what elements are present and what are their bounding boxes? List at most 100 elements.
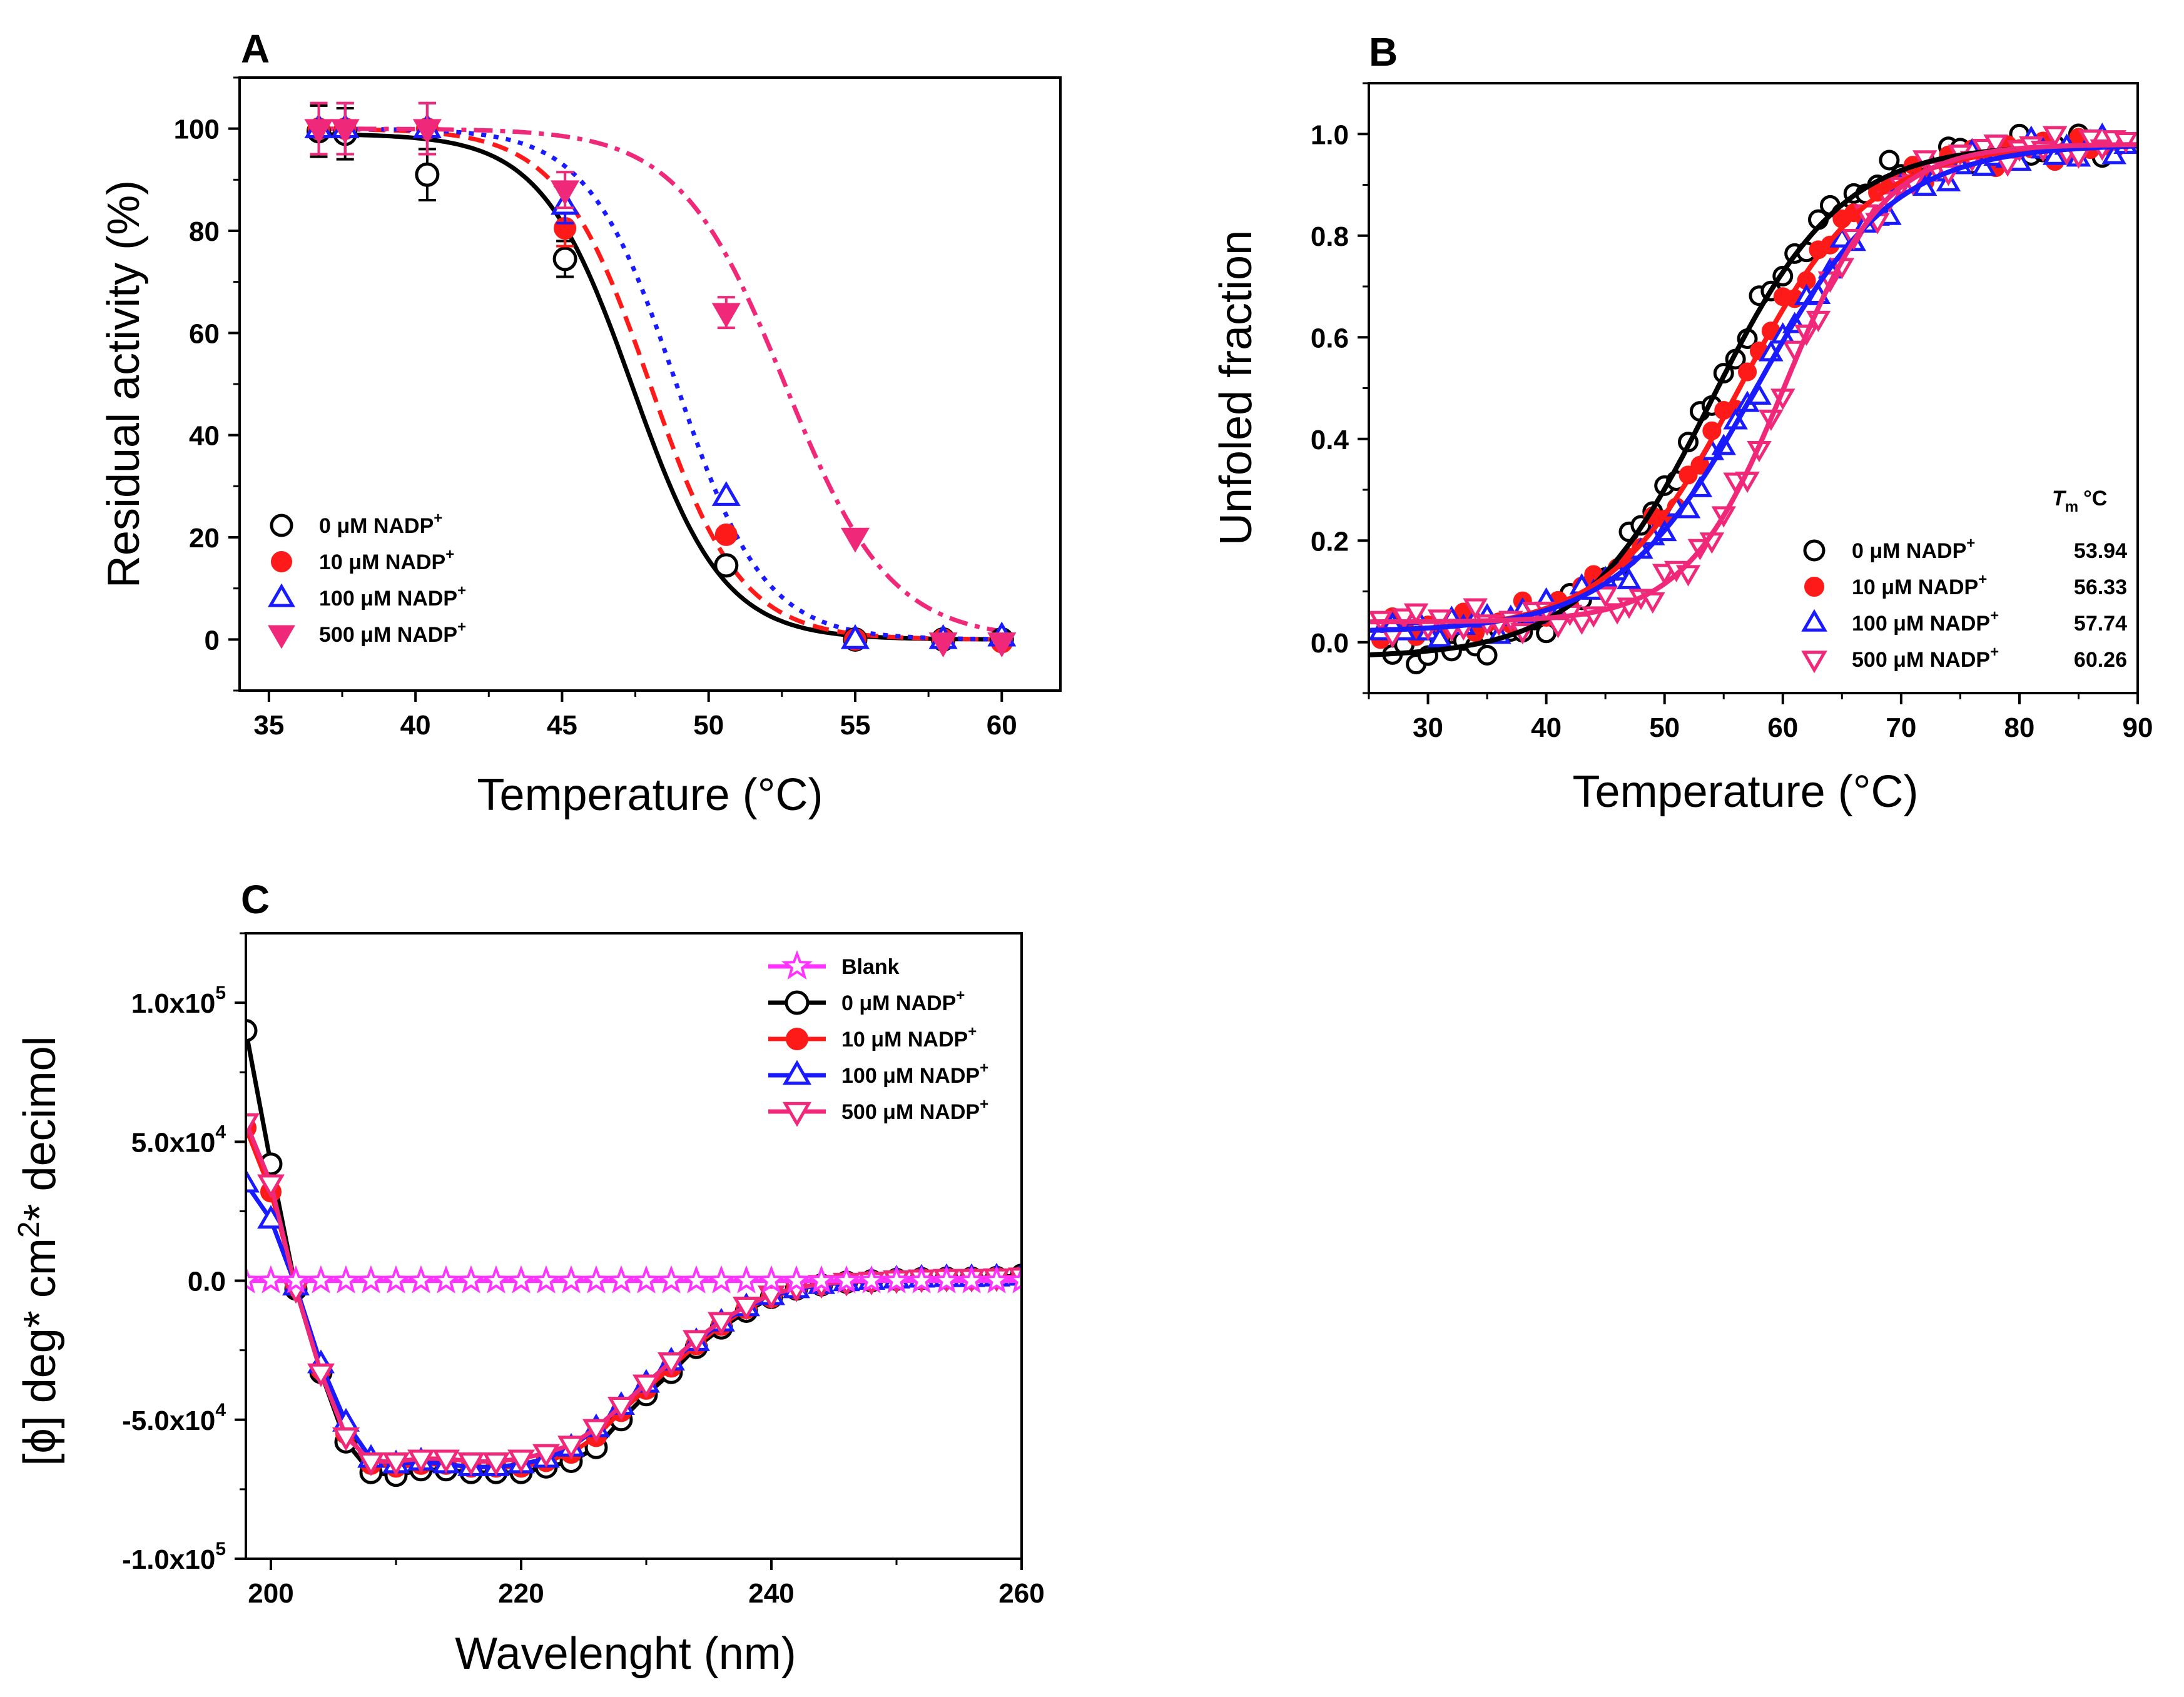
panel-c-series-line-3 (246, 1182, 1022, 1469)
panel-b-fit-curve-3 (1369, 142, 2138, 625)
panel-a-legend-label: 100 μM NADP+ (319, 582, 466, 610)
panel-c-data-point (431, 1265, 461, 1294)
panel-c-data-point (656, 1265, 686, 1294)
panel-c-data-point (257, 1205, 285, 1229)
panel-b-data-point (2113, 131, 2138, 154)
panel-b-data-point (1463, 598, 1488, 620)
panel-b-y-tick-label: 0.4 (1311, 425, 1349, 455)
panel-b-legend-label: 10 μM NADP+ (1852, 571, 1987, 599)
panel-c-x-axis-title: Wavelenght (nm) (455, 1629, 796, 1679)
panel-c-y-tick-exponent: 4 (215, 1122, 226, 1142)
panel-c-data-point (246, 1265, 261, 1294)
panel-b-fit-curve-1 (1369, 143, 2138, 633)
panel-c-data-point (481, 1265, 511, 1294)
panel-letter-c: C (241, 877, 270, 922)
panel-c: C 200 220 240 260-1.0x105-5.0x1040.05.0x104… (13, 877, 1045, 1679)
panel-a-y-axis-title: Residual activity (%) (99, 180, 149, 588)
panel-a-data-point (987, 632, 1017, 657)
panel-b-data-point (1593, 586, 1618, 608)
panel-c-data-point (582, 1419, 610, 1443)
panel-c-data-point (356, 1265, 386, 1294)
panel-c-y-tick-exponent: 4 (215, 1400, 226, 1421)
panel-a-data-point (840, 527, 870, 553)
panel-c-data-point (382, 1452, 410, 1476)
panel-b-plot-area (1369, 122, 2138, 675)
panel-a-legend-marker (268, 583, 295, 607)
panel-c-legend-label-text: 500 μM NADP (841, 1100, 980, 1124)
panel-c-data-point (306, 1265, 336, 1294)
panel-b-data-point (1391, 608, 1417, 630)
panel-b-legend-label: 500 μM NADP+ (1852, 644, 1999, 672)
panel-b: B 30 40 50 60 70 80 90 0.0 0.2 0.4 0.6 0.8 1.0 Tempe… (1211, 29, 2153, 817)
panel-c-data-point (532, 1444, 560, 1468)
panel-a-legend: 0 μM NADP+ 10 μM NADP+ 100 μM NADP+ 500 μM … (268, 510, 466, 649)
panel-b-legend-label-superscript: + (1978, 571, 1987, 588)
panel-c-legend-marker (782, 1060, 812, 1085)
panel-b-y-tick-label: 0.8 (1311, 221, 1349, 252)
panel-b-data-point (1983, 134, 2008, 156)
panel-a-legend-label-text: 100 μM NADP (319, 587, 457, 610)
panel-c-data-point (731, 1265, 761, 1294)
panel-b-legend-label: 100 μM NADP+ (1852, 607, 1999, 636)
panel-c-data-point (1007, 1265, 1022, 1294)
panel-b-data-point (1427, 626, 1453, 647)
panel-b-x-tick-label: 90 (2123, 712, 2153, 743)
panel-a-legend-label: 0 μM NADP+ (319, 510, 442, 538)
panel-a-x-axis-title: Temperature (°C) (477, 770, 823, 820)
panel-c-ticks: 200 220 240 260-1.0x105-5.0x1040.05.0x1041.… (122, 932, 1045, 1609)
panel-c-y-title-phi: ϕ (15, 1428, 65, 1453)
panel-b-legend-tm-value: 53.94 (2074, 539, 2127, 563)
panel-c-y-tick-mantissa: 1.0x10 (131, 988, 216, 1019)
panel-c-data-point (631, 1265, 661, 1294)
panel-b-data-point (1403, 603, 1429, 625)
panel-c-x-tick-label: 260 (998, 1578, 1044, 1609)
panel-a-data-point (928, 632, 958, 657)
panel-b-legend-marker (1801, 651, 1827, 674)
panel-c-y-title-open-bracket: [ (15, 1454, 65, 1466)
panel-a-data-point (304, 119, 333, 144)
panel-b-legend-label-text: 10 μM NADP (1852, 575, 1978, 599)
panel-letter-b: B (1369, 29, 1398, 74)
panel-b-legend-label-superscript: + (1966, 535, 1975, 552)
panel-b-legend-marker (1801, 609, 1827, 632)
panel-c-legend-label: 0 μM NADP+ (841, 987, 965, 1015)
panel-a-legend-marker (271, 551, 292, 572)
panel-b-legend-tm-value: 57.74 (2074, 612, 2127, 636)
panel-b-y-tick-label: 1.0 (1311, 119, 1349, 150)
panel-c-legend-label-superscript: + (980, 1096, 988, 1113)
panel-c-data-point (482, 1452, 510, 1476)
panel-b-legend-marker (1804, 577, 1824, 597)
panel-c-data-point (432, 1449, 460, 1474)
panel-a-legend-label: 10 μM NADP+ (319, 546, 454, 574)
panel-a-data-point (711, 481, 741, 506)
panel-c-y-tick-label: 0.0 (188, 1267, 226, 1297)
panel-a-data-point (840, 624, 870, 649)
panel-a-data-point (714, 523, 738, 546)
panel-b-legend-label-superscript: + (1990, 607, 1999, 624)
panel-a-data-point (330, 119, 360, 144)
panel-a-x-tick-label: 50 (693, 710, 724, 741)
panel-b-legend-marker (1803, 539, 1826, 562)
panel-c-data-point (706, 1265, 736, 1294)
panel-c-data-point (246, 1019, 258, 1043)
panel-c-data-point (781, 1265, 811, 1294)
panel-c-legend-marker (785, 990, 810, 1015)
panel-c-x-tick-label: 200 (248, 1578, 293, 1609)
panel-c-legend-marker (781, 950, 813, 980)
panel-c-legend-label-text: 10 μM NADP (841, 1028, 968, 1051)
panel-b-y-tick-label: 0.0 (1311, 628, 1349, 659)
panel-a-x-tick-label: 45 (547, 710, 577, 741)
panel-c-data-point (556, 1265, 586, 1294)
panel-c-data-point (658, 1352, 685, 1376)
panel-a-legend-label-text: 500 μM NADP (319, 623, 457, 647)
panel-c-data-point (733, 1297, 760, 1320)
panel-c-legend-label-superscript: + (980, 1060, 988, 1076)
panel-c-legend-label-text: Blank (841, 955, 900, 979)
panel-b-data-point (1971, 155, 1996, 176)
panel-a-legend-label: 500 μM NADP+ (319, 619, 466, 647)
panel-c-data-point (357, 1452, 385, 1476)
panel-c-data-point (932, 1265, 962, 1294)
panel-a-legend-label-text: 10 μM NADP (319, 550, 445, 574)
